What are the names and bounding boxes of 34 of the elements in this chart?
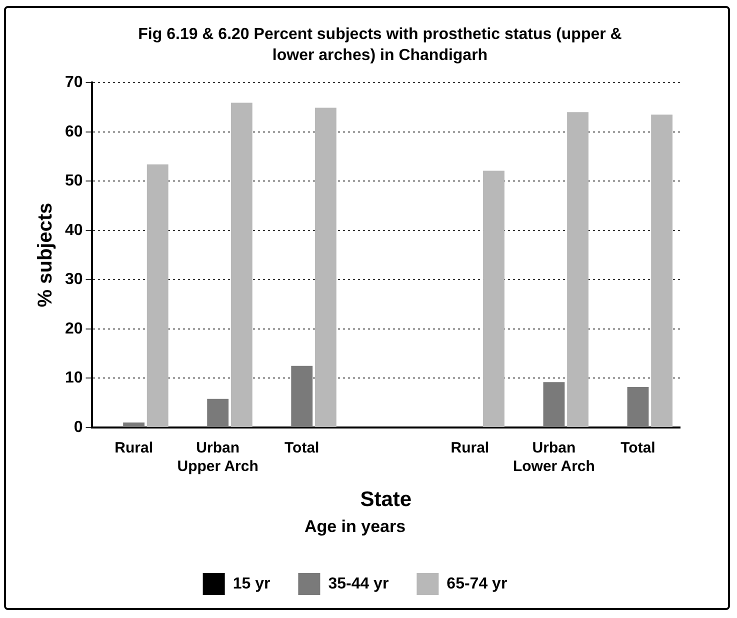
y-tick-label: 20 — [65, 320, 83, 338]
bar — [543, 382, 565, 427]
x-tick-label: Total — [620, 440, 656, 457]
y-tick-label: 60 — [65, 123, 83, 140]
bar — [627, 387, 649, 427]
y-tick-label: 50 — [65, 172, 83, 190]
bar — [651, 114, 673, 427]
bar — [291, 366, 313, 427]
y-tick-label: 10 — [65, 370, 83, 387]
x-tick-label: Rural — [450, 440, 490, 457]
bar — [483, 170, 504, 427]
chart-title: Fig 6.19 & 6.20 Percent subjects with prosthetic status (upper & lower arches) in Chandigarh — [137, 25, 623, 66]
y-tick-label: 40 — [65, 222, 83, 239]
bar — [567, 112, 588, 427]
text: Lower Arch — [512, 458, 595, 476]
legend-label: 15 yr — [232, 575, 270, 592]
bar — [207, 398, 229, 427]
bar — [314, 108, 336, 427]
x-tick-label: Urban — [532, 440, 576, 457]
legend-label: 35-44 yr — [328, 575, 389, 592]
y-tick-label: 70 — [65, 74, 83, 92]
x-axis-title: State — [360, 488, 412, 511]
bar — [230, 102, 252, 427]
legend-title: Age in years — [304, 516, 406, 536]
bar — [146, 164, 168, 427]
y-tick-label: 30 — [65, 271, 83, 288]
text: Upper Arch — [177, 458, 258, 476]
x-tick-label: Rural — [114, 440, 153, 457]
y-tick-label: 0 — [74, 418, 83, 436]
bar — [123, 422, 145, 427]
legend-label: 65-74 yr — [446, 575, 508, 592]
x-tick-label: Total — [284, 440, 320, 457]
x-tick-label: Urban — [196, 440, 240, 457]
y-axis-title: % subjects — [34, 202, 57, 308]
